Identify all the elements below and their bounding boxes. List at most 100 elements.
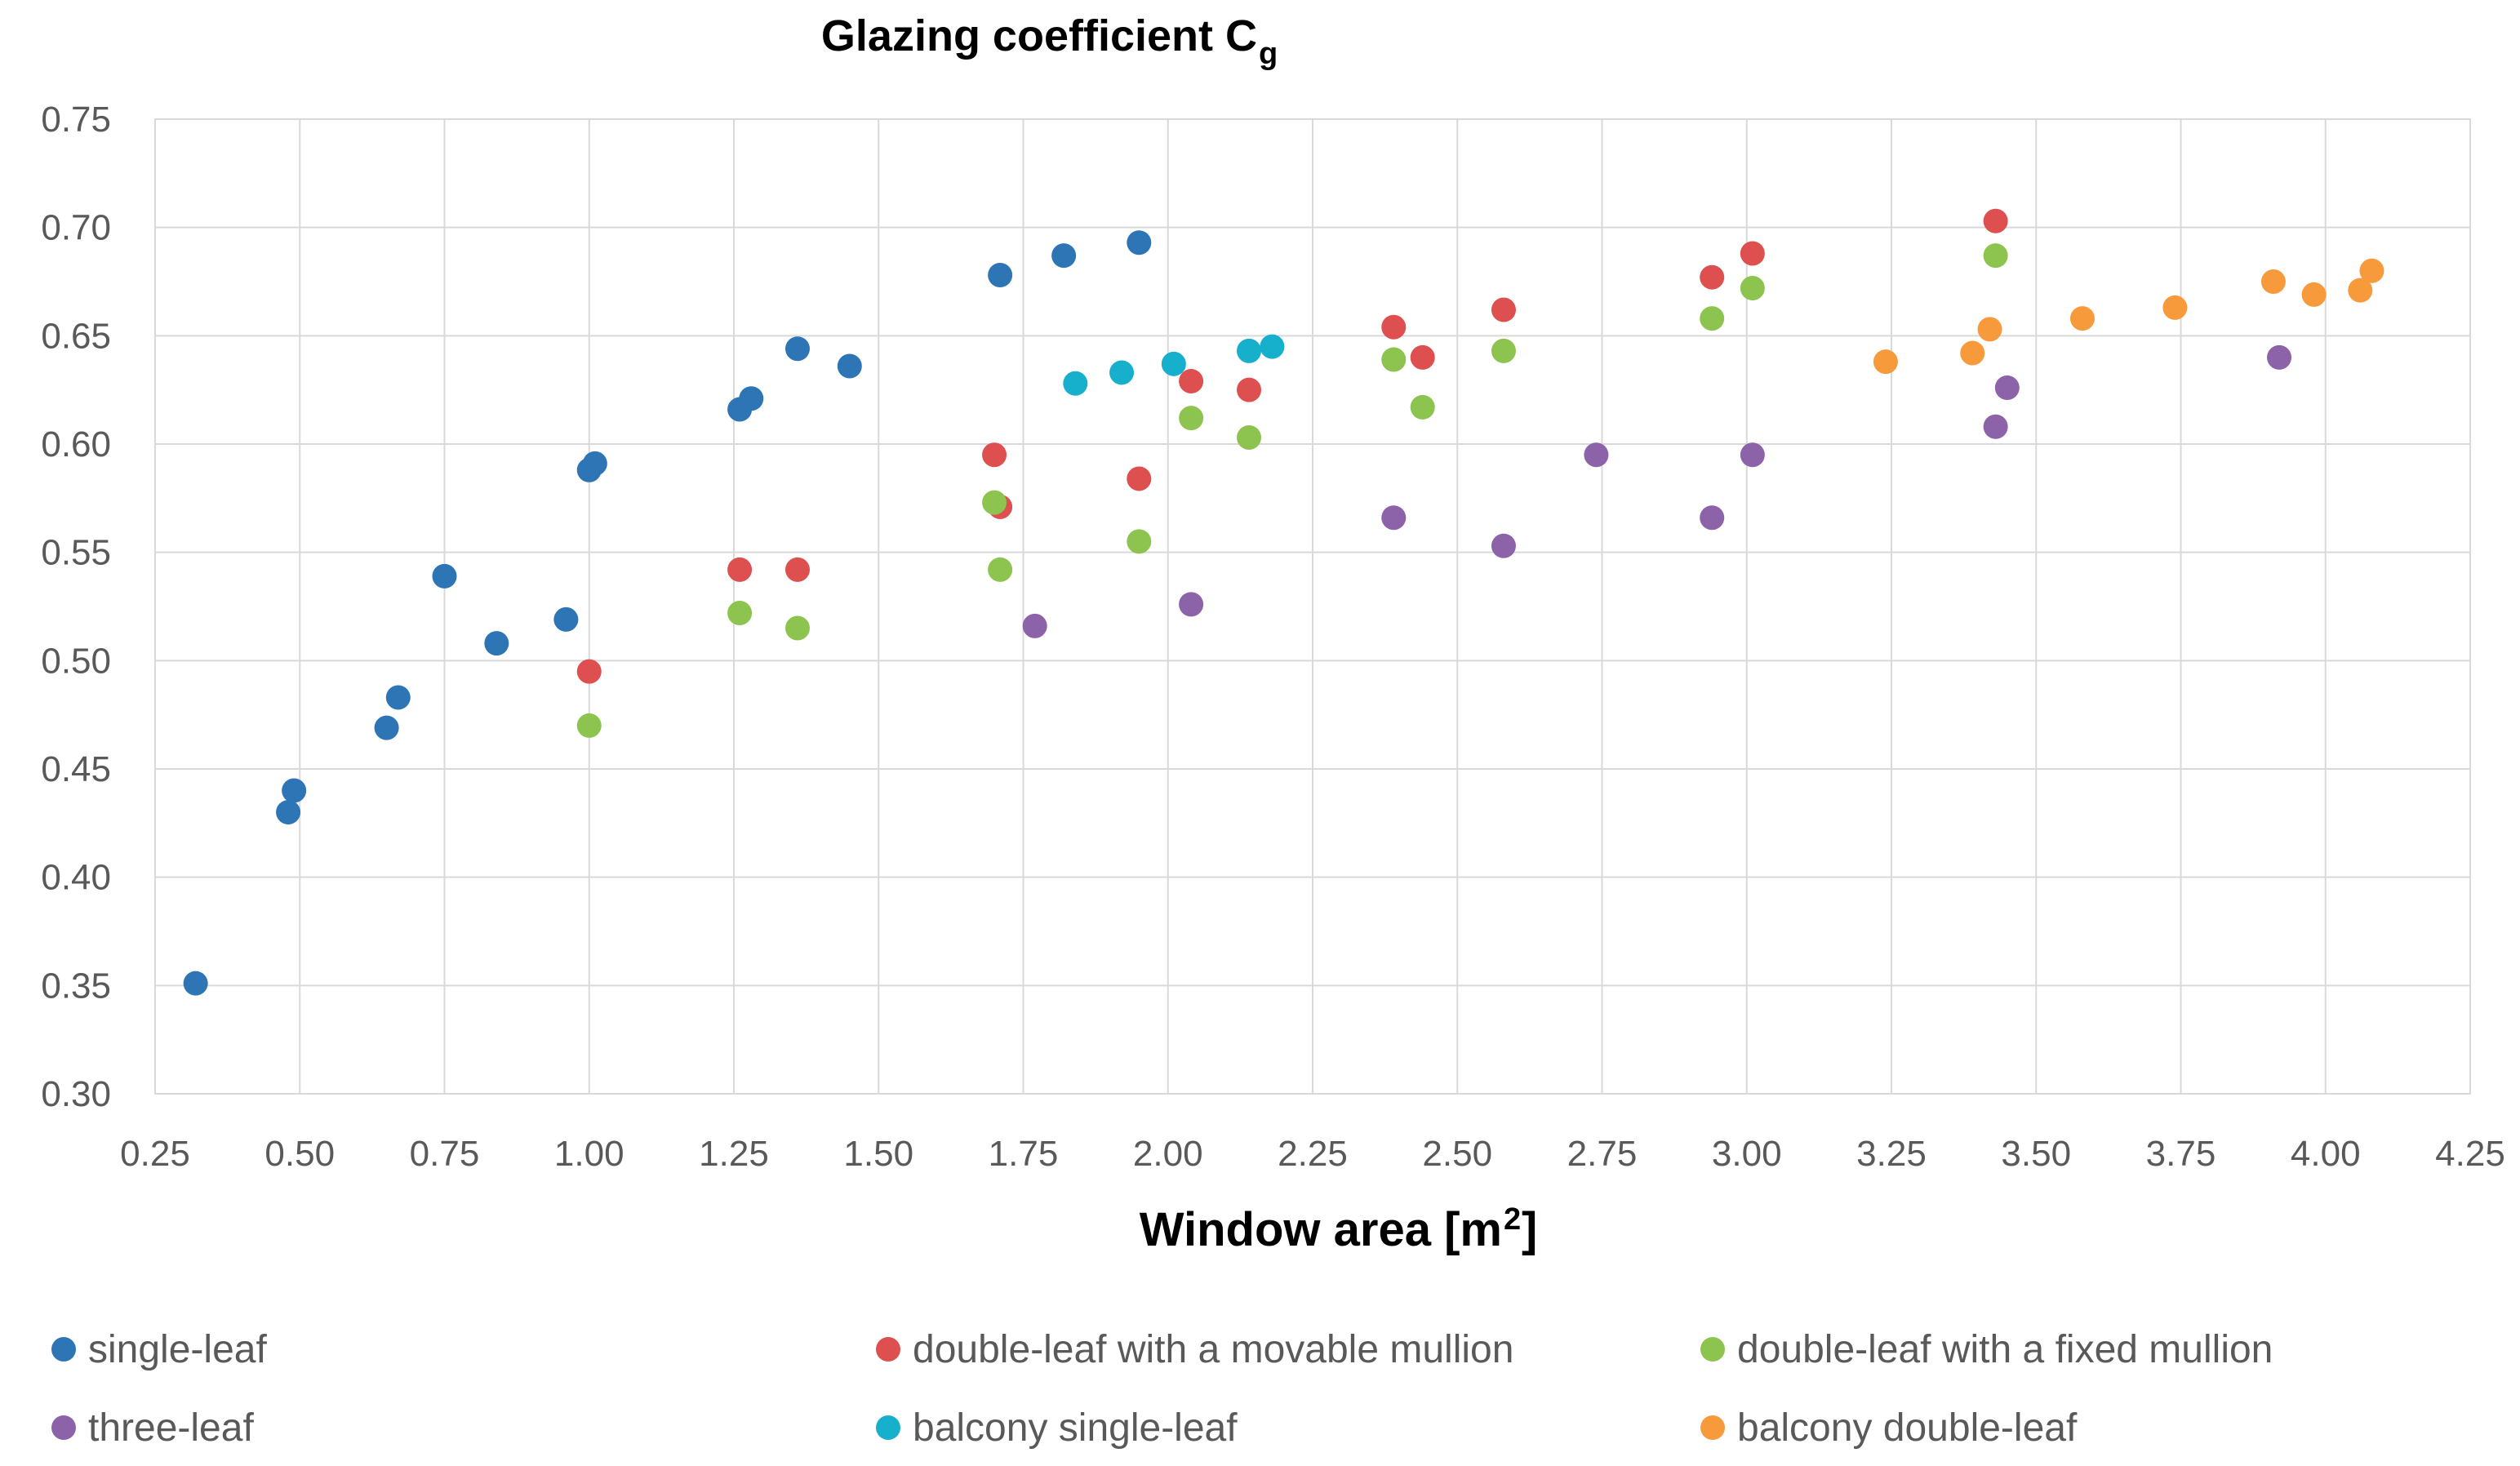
y-axis-ticks: 0.30 0.35 0.40 0.45 0.50 0.55 0.60 0.65 0.70 0.75 <box>41 100 111 1114</box>
legend-marker <box>1700 1337 1725 1362</box>
legend-marker <box>51 1415 76 1440</box>
legend-item: single-leaf <box>51 1328 267 1371</box>
legend-label: double-leaf with a fixed mullion <box>1737 1328 2273 1371</box>
data-point <box>1700 505 1725 531</box>
x-axis-ticks: 0.25 0.50 0.75 1.00 1.25 1.50 1.75 2.00 2.25 2.50… <box>120 1134 2505 1174</box>
y-tick-label: 0.70 <box>41 208 111 248</box>
x-tick-label: 0.75 <box>410 1134 480 1174</box>
data-point <box>1584 442 1609 468</box>
data-point <box>1740 442 1765 468</box>
x-axis-label-superscript: 2 <box>1504 1202 1521 1237</box>
data-point <box>183 971 208 996</box>
x-axis-label-suffix: ] <box>1522 1203 1537 1256</box>
x-tick-label: 3.00 <box>1712 1134 1782 1174</box>
series-single-leaf <box>183 230 1152 996</box>
y-tick-label: 0.60 <box>41 424 111 464</box>
legend-label: double-leaf with a movable mullion <box>913 1328 1513 1371</box>
x-tick-label: 3.50 <box>2001 1134 2071 1174</box>
y-tick-label: 0.40 <box>41 858 111 898</box>
y-tick-label: 0.50 <box>41 641 111 681</box>
x-tick-label: 1.25 <box>699 1134 769 1174</box>
x-tick-label: 2.50 <box>1422 1134 1492 1174</box>
y-tick-label: 0.30 <box>41 1074 111 1114</box>
y-tick-label: 0.35 <box>41 966 111 1006</box>
data-point <box>1179 406 1204 431</box>
data-point <box>1179 592 1204 617</box>
data-point <box>1491 533 1516 558</box>
data-point <box>1491 297 1516 322</box>
data-point <box>1977 317 2002 342</box>
x-axis-label-main: Window area [m <box>1140 1203 1502 1256</box>
data-point <box>784 336 810 362</box>
data-point <box>739 386 764 411</box>
data-point <box>2359 258 2384 283</box>
gridlines <box>154 118 2471 1095</box>
y-tick-label: 0.75 <box>41 100 111 140</box>
data-point <box>2260 269 2286 294</box>
data-point <box>1260 334 1285 359</box>
x-tick-label: 1.00 <box>554 1134 624 1174</box>
data-point <box>1491 338 1516 363</box>
legend: single-leaf double-leaf with a movable mu… <box>51 1328 2273 1450</box>
legend-marker <box>876 1337 900 1362</box>
data-point <box>432 563 457 589</box>
legend-item: double-leaf with a movable mullion <box>876 1328 1513 1371</box>
data-point <box>784 557 810 582</box>
x-tick-label: 0.25 <box>120 1134 190 1174</box>
data-point <box>727 557 753 582</box>
data-point <box>576 713 602 738</box>
y-tick-label: 0.55 <box>41 533 111 573</box>
data-points <box>183 208 2384 996</box>
y-tick-label: 0.45 <box>41 749 111 789</box>
chart-title-subscript: g <box>1259 37 1278 71</box>
data-point <box>1063 371 1088 396</box>
data-point <box>1983 414 2008 439</box>
x-tick-label: 2.25 <box>1278 1134 1348 1174</box>
data-point <box>727 600 753 625</box>
data-point <box>374 715 399 740</box>
legend-marker <box>1700 1415 1725 1440</box>
data-point <box>576 659 602 684</box>
data-point <box>2069 306 2095 331</box>
legend-item: double-leaf with a fixed mullion <box>1700 1328 2273 1371</box>
data-point <box>2162 295 2188 320</box>
series-three-leaf <box>1022 344 2292 638</box>
series-balcony-double-leaf <box>1873 258 2384 375</box>
data-point <box>1740 241 1765 266</box>
data-point <box>1237 425 1262 451</box>
data-point <box>553 606 579 632</box>
legend-label: balcony double-leaf <box>1737 1406 2078 1450</box>
series-double-leaf-with-a-movable-mullion <box>576 208 2008 684</box>
data-point <box>1873 349 1898 375</box>
chart-title: Glazing coefficient C <box>821 11 1257 60</box>
data-point <box>1237 338 1262 363</box>
data-point <box>1983 243 2008 269</box>
data-point <box>988 557 1013 582</box>
legend-label: three-leaf <box>88 1406 254 1450</box>
x-tick-label: 4.25 <box>2435 1134 2505 1174</box>
data-point <box>1960 340 1985 366</box>
legend-label: single-leaf <box>88 1328 267 1371</box>
data-point <box>1410 394 1435 420</box>
data-point <box>1127 230 1152 255</box>
legend-item: three-leaf <box>51 1406 254 1450</box>
legend-label: balcony single-leaf <box>913 1406 1238 1450</box>
data-point <box>982 490 1007 515</box>
data-point <box>1237 377 1262 402</box>
x-tick-label: 2.00 <box>1133 1134 1203 1174</box>
data-point <box>1740 275 1765 300</box>
data-point <box>1109 360 1135 385</box>
x-tick-label: 0.50 <box>264 1134 335 1174</box>
data-point <box>988 263 1013 288</box>
data-point <box>1381 314 1407 340</box>
series-balcony-single-leaf <box>1063 334 1285 396</box>
x-tick-label: 2.75 <box>1567 1134 1638 1174</box>
data-point <box>1127 466 1152 491</box>
series-double-leaf-with-a-fixed-mullion <box>576 243 2008 738</box>
data-point <box>1161 351 1186 376</box>
data-point <box>1700 306 1725 331</box>
data-point <box>582 451 607 476</box>
legend-marker <box>876 1415 900 1440</box>
data-point <box>1994 375 2020 401</box>
